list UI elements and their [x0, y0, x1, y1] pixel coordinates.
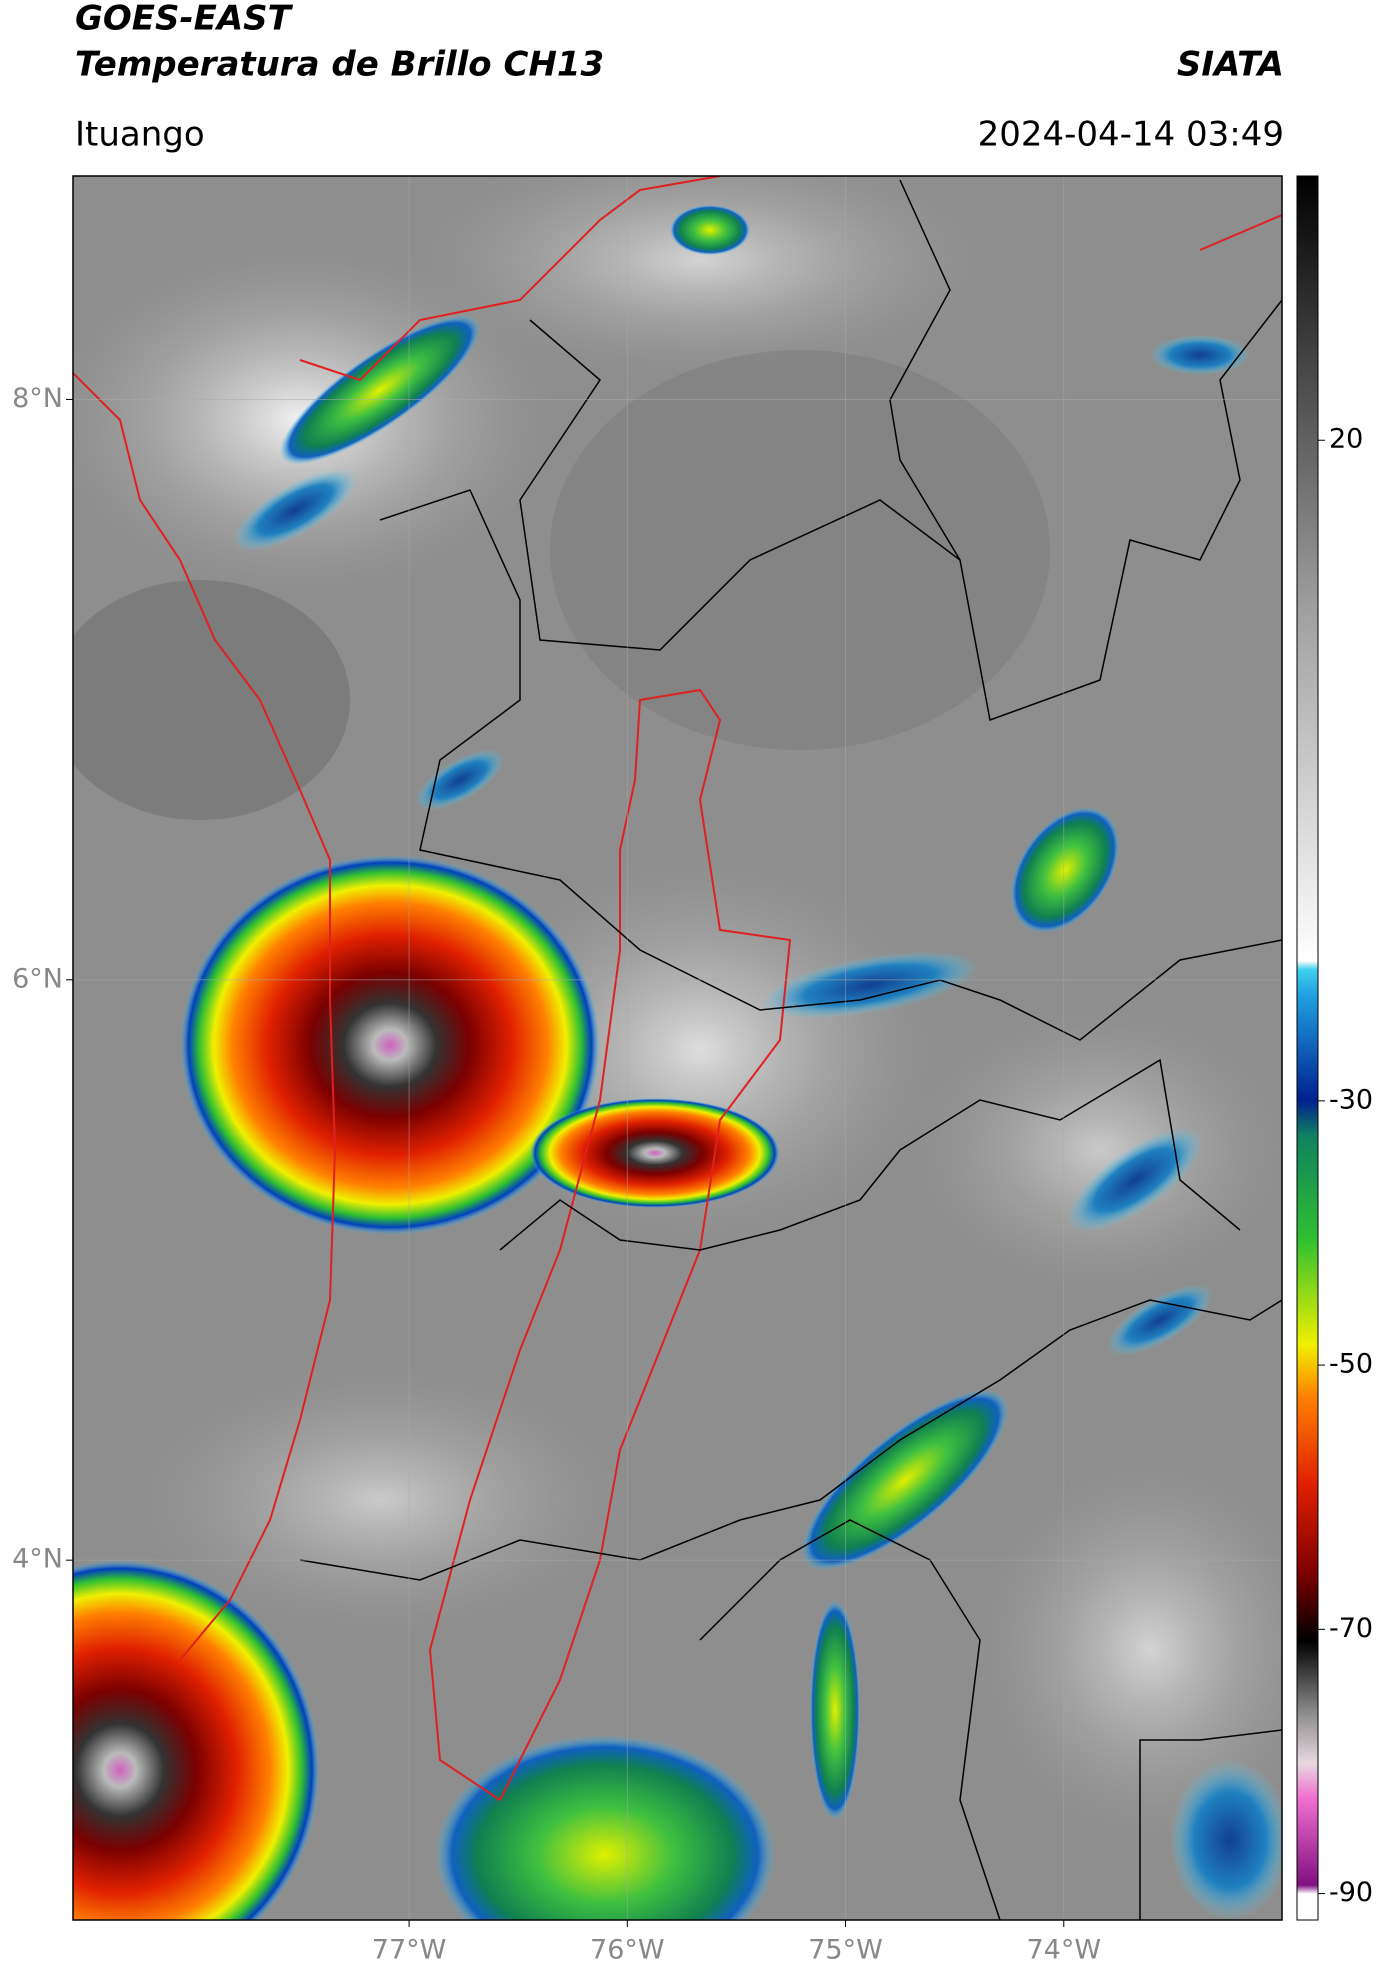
graticule — [73, 176, 1282, 1920]
colorbar-label: -90 — [1329, 1877, 1373, 1908]
colorbar-label: -30 — [1329, 1084, 1373, 1115]
lon-label: 74°W — [1026, 1935, 1101, 1966]
colorbar-label: -70 — [1329, 1613, 1373, 1644]
lon-label: 77°W — [372, 1935, 447, 1966]
timestamp: 2024-04-14 03:49 — [978, 115, 1284, 155]
subtitle: Temperatura de Brillo CH13 — [75, 45, 604, 85]
brand: SIATA — [1177, 45, 1284, 85]
lat-label: 4°N — [12, 1544, 63, 1575]
lon-label: 76°W — [590, 1935, 665, 1966]
colorbar-label: -50 — [1329, 1349, 1373, 1380]
map-frame — [72, 175, 1283, 1921]
satellite-image — [73, 176, 1282, 1920]
colorbar-label: 20 — [1329, 424, 1363, 455]
colorbar — [1296, 175, 1319, 1921]
lon-label: 75°W — [808, 1935, 883, 1966]
title: GOES-EAST — [75, 0, 294, 39]
location: Ituango — [75, 115, 205, 155]
lat-label: 8°N — [12, 383, 63, 414]
lat-label: 6°N — [12, 963, 63, 994]
